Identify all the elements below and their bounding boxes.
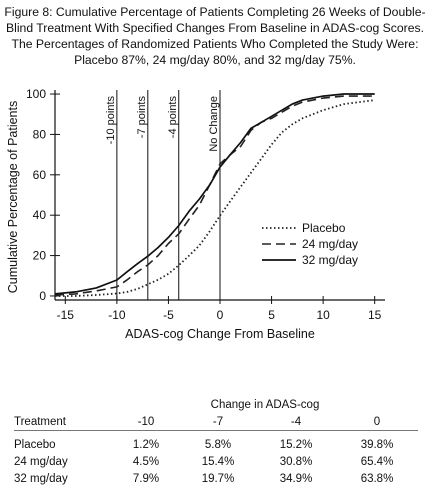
table-header-cell: -10 — [137, 415, 155, 428]
reference-line-label: No Change — [208, 96, 220, 152]
legend-label: 32 mg/day — [302, 253, 358, 267]
y-tick-label: 20 — [33, 249, 47, 263]
table-row: 32 mg/day 7.9% 19.7% 34.9% 63.8% — [14, 470, 418, 487]
reference-line-label: -7 points — [136, 96, 148, 139]
x-tick-label: -5 — [163, 308, 174, 322]
table-cell: 15.2% — [279, 438, 313, 451]
x-axis-title: ADAS-cog Change From Baseline — [125, 327, 315, 341]
caption-line: The Percentages of Randomized Patients W… — [11, 37, 419, 51]
table-group-header: Change in ADAS-cog — [210, 398, 320, 411]
table-row: Placebo 1.2% 5.8% 15.2% 39.8% — [14, 436, 418, 453]
table-cell: 32 mg/day — [14, 472, 68, 485]
y-tick-label: 40 — [33, 208, 47, 222]
series-line — [54, 93, 375, 295]
table-header-cell: Treatment — [14, 415, 66, 428]
x-tick-label: 0 — [217, 308, 224, 322]
x-tick-label: -10 — [108, 308, 126, 322]
table-cell: 7.9% — [132, 472, 160, 485]
series-line — [55, 99, 375, 297]
table-cell: 63.8% — [360, 472, 394, 485]
x-tick-label: 5 — [268, 308, 275, 322]
y-tick-label: 60 — [33, 168, 47, 182]
cumulative-line-chart: 0 20 40 60 80 100 -15 -10 -5 0 5 10 15 ADAS-cog Chang… — [6, 87, 385, 341]
table-header-cell: -4 — [290, 415, 302, 428]
x-tick-label: 10 — [316, 308, 330, 322]
table-cell: 19.7% — [201, 472, 235, 485]
y-tick-label: 0 — [39, 289, 46, 303]
reference-line-label: -4 points — [167, 96, 179, 139]
table-header-cell: 0 — [373, 415, 381, 428]
figure-caption: Figure 8: Cumulative Percentage of Patie… — [0, 4, 430, 68]
table-cell: Placebo — [14, 438, 56, 451]
x-tick-label: -15 — [57, 308, 75, 322]
y-axis-title: Cumulative Percentage of Patients — [6, 101, 20, 293]
y-tick-label: 100 — [26, 87, 46, 101]
table-header-cell: -7 — [212, 415, 224, 428]
table-cell: 39.8% — [360, 438, 394, 451]
legend-label: 24 mg/day — [302, 237, 358, 251]
x-tick-label: 15 — [368, 308, 382, 322]
table-row: 24 mg/day 4.5% 15.4% 30.8% 65.4% — [14, 453, 418, 470]
table-cell: 34.9% — [279, 472, 313, 485]
table-cell: 4.5% — [132, 455, 160, 468]
results-table: Change in ADAS-cog Treatment -10 -7 -4 0… — [14, 396, 418, 487]
table-cell: 24 mg/day — [14, 455, 68, 468]
table-cell: 65.4% — [360, 455, 394, 468]
table-cell: 5.8% — [204, 438, 232, 451]
reference-line-label: -10 points — [105, 96, 117, 145]
table-cell: 1.2% — [132, 438, 160, 451]
table-cell: 15.4% — [201, 455, 235, 468]
y-tick-label: 80 — [33, 127, 47, 141]
legend-label: Placebo — [302, 221, 346, 235]
table-header-row: Treatment -10 -7 -4 0 — [14, 413, 418, 431]
caption-line: Placebo 87%, 24 mg/day 80%, and 32 mg/da… — [74, 53, 356, 67]
caption-line: Blind Treatment With Specified Changes F… — [6, 21, 424, 35]
caption-line: Figure 8: Cumulative Percentage of Patie… — [4, 5, 426, 19]
table-cell: 30.8% — [279, 455, 313, 468]
